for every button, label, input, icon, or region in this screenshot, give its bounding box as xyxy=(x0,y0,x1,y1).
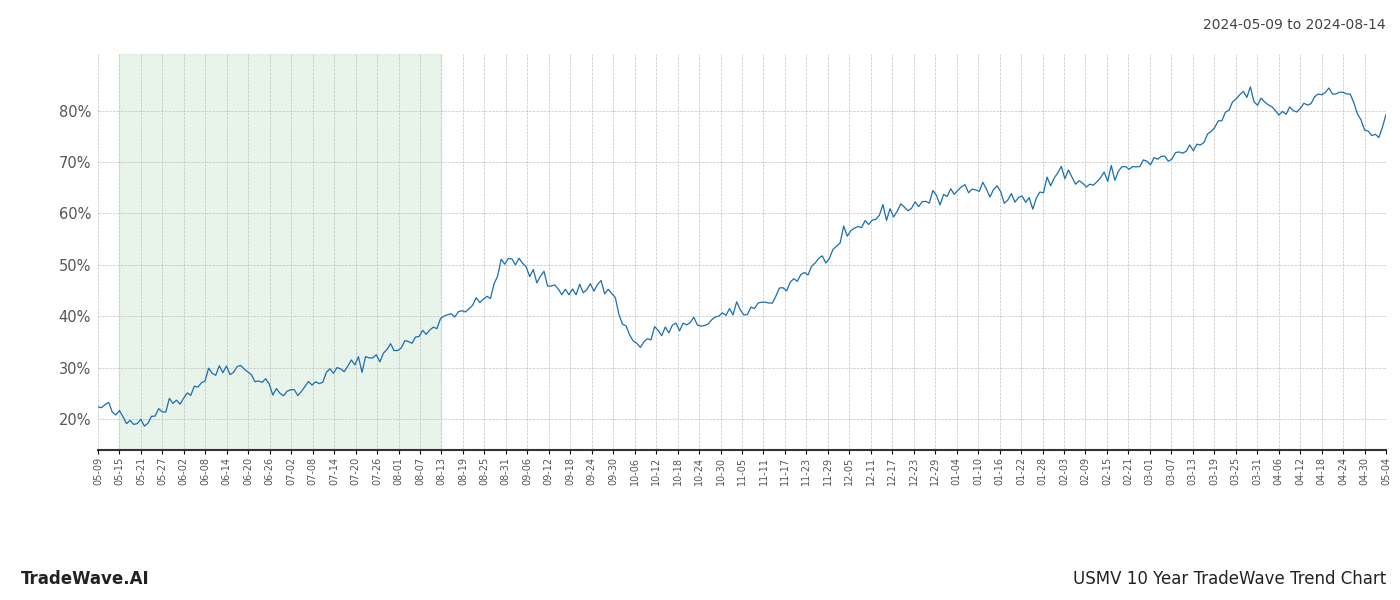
Text: USMV 10 Year TradeWave Trend Chart: USMV 10 Year TradeWave Trend Chart xyxy=(1072,570,1386,588)
Bar xyxy=(119,54,441,450)
Text: TradeWave.AI: TradeWave.AI xyxy=(21,570,150,588)
Text: 2024-05-09 to 2024-08-14: 2024-05-09 to 2024-08-14 xyxy=(1204,18,1386,32)
